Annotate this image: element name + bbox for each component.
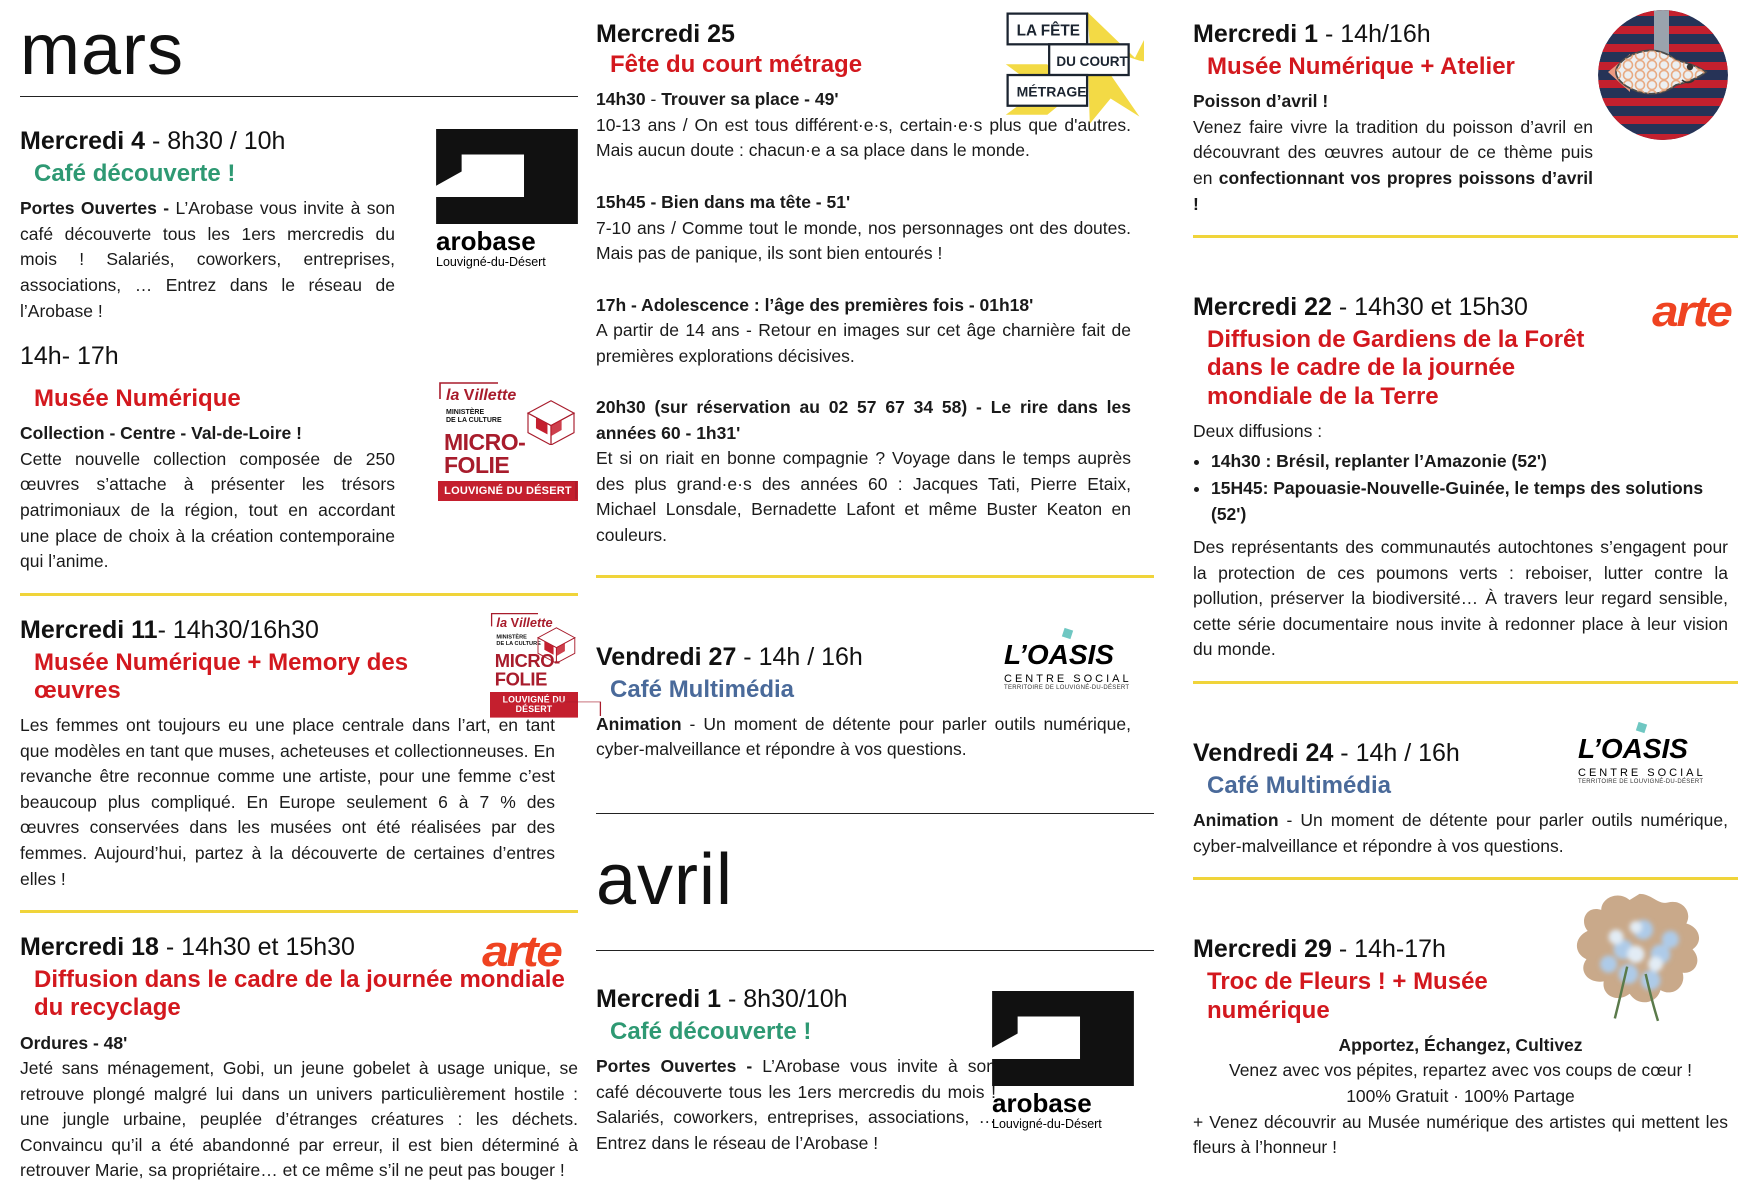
svg-text:LA FÊTE: LA FÊTE: [1017, 21, 1080, 39]
svg-text:DU COURT: DU COURT: [1056, 54, 1128, 69]
svg-text:MÉTRAGE: MÉTRAGE: [1017, 84, 1087, 100]
